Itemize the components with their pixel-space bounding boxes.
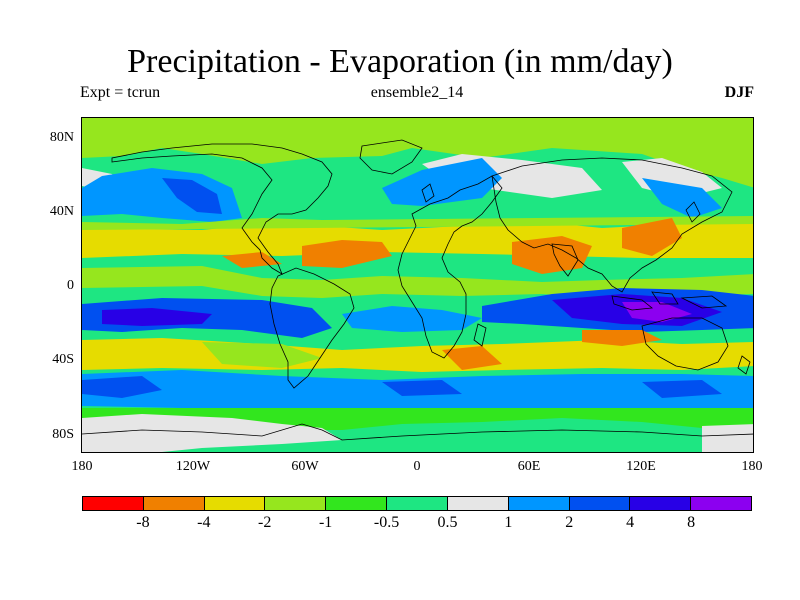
field-orange-satl — [442, 346, 502, 370]
colorbar-label: 1 — [504, 514, 513, 531]
field-antarctic-green — [342, 418, 702, 452]
field-natl-blue — [382, 158, 502, 206]
field-sh-light — [202, 342, 322, 368]
colorbar-label: -8 — [136, 514, 150, 531]
field-orange-nwpac — [622, 218, 682, 256]
colorbar-box — [83, 497, 144, 510]
colorbar-label: -1 — [318, 514, 333, 531]
field-orange-epac — [222, 252, 282, 268]
colorbar-label: 8 — [687, 514, 696, 531]
colorbar-label: -2 — [258, 514, 272, 531]
field-sh-deep-e — [642, 380, 722, 398]
lat-label-80s: 80S — [52, 427, 74, 442]
colorbar-box — [691, 497, 751, 510]
ensemble-label: ensemble2_14 — [370, 84, 464, 101]
colorbar-box — [447, 497, 509, 510]
lat-label-80n: 80N — [49, 130, 74, 145]
coastlines — [82, 139, 753, 441]
lat-label-40n: 40N — [49, 204, 74, 219]
lon-label-0: 0 — [413, 459, 421, 474]
field-satl-blue — [342, 306, 482, 332]
field-nh-light — [82, 216, 753, 230]
lat-label-0: 0 — [67, 278, 74, 293]
lon-label-120w: 120W — [175, 459, 211, 474]
lon-label-120e: 120E — [626, 459, 656, 474]
lon-label-180w: 180 — [71, 459, 93, 474]
field-spcz-deep — [102, 308, 212, 326]
field-indopac-max — [622, 302, 692, 322]
field-orange-arabia — [512, 236, 592, 274]
colorbar-label: 0.5 — [437, 514, 458, 531]
colorbar-box — [387, 497, 448, 510]
field-grey-antarctic-e — [702, 424, 753, 452]
lon-label-60w: 60W — [291, 459, 319, 474]
field-sh-deep-c — [382, 380, 462, 396]
lon-label-180e: 180 — [741, 459, 763, 474]
field-npac-deep — [162, 178, 222, 214]
field-sh-deep-w — [82, 376, 162, 398]
lon-label-60e: 60E — [517, 459, 541, 474]
plot-title: Precipitation - Evaporation (in mm/day) — [127, 43, 673, 80]
colorbar-label: 2 — [565, 514, 574, 531]
field-eq-light — [82, 266, 753, 298]
field-orange-sio — [582, 330, 662, 346]
field-npw-blue — [642, 178, 722, 218]
map-panel — [81, 117, 754, 453]
field-orange-natl — [302, 240, 392, 268]
colorbar-label: 4 — [626, 514, 635, 531]
lat-label-40s: 40S — [52, 352, 74, 367]
map-field — [82, 118, 753, 452]
field-north-band — [82, 118, 753, 188]
experiment-label: Expt = tcrun — [80, 84, 161, 101]
colorbar-box — [630, 497, 692, 510]
colorbar-box — [569, 497, 631, 510]
colorbar-label: -0.5 — [373, 514, 400, 531]
colorbar-box — [508, 497, 570, 510]
colorbar-box — [326, 497, 388, 510]
colorbar-box — [143, 497, 205, 510]
colorbar-box — [204, 497, 266, 510]
colorbar-label: -4 — [197, 514, 211, 531]
colorbar — [82, 496, 752, 511]
season-label: DJF — [724, 84, 754, 101]
colorbar-box — [265, 497, 327, 510]
